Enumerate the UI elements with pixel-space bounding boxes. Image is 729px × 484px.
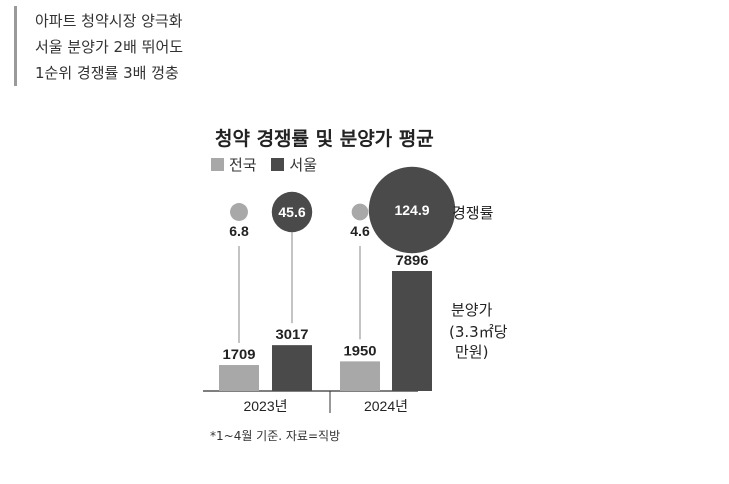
price-unit-label-1: (3.3㎡당 [449,323,508,341]
legend-swatch-national [211,158,224,171]
competition-label-1-0: 45.6 [278,204,305,220]
headline-line-2: 서울 분양가 2배 뛰어도 [35,38,184,56]
competition-label-0-0: 6.8 [229,223,249,239]
bar-1-1 [392,271,432,391]
price-label-1-0: 3017 [276,326,309,342]
competition-circle-1-0 [271,191,313,233]
price-label-0-0: 1709 [223,346,256,362]
competition-circle-0-0 [230,203,248,221]
legend-swatch-seoul [271,158,285,171]
chart-footnote: *1~4월 기준. 자료=직방 [210,429,341,443]
price-label-0-1: 1950 [344,342,377,358]
x-tick-label-1: 2024년 [364,398,408,414]
competition-circle-1-1 [368,166,456,254]
bar-0-0 [219,365,259,391]
competition-circle-0-1 [351,203,369,221]
bar-0-1 [340,361,380,391]
headline-line-1: 아파트 청약시장 양극화 [35,12,183,30]
competition-label-1-1: 124.9 [394,202,429,218]
chart-legend: 전국 서울 [211,154,317,175]
price-unit-label-2: 만원) [455,343,488,361]
chart-title: 청약 경쟁률 및 분양가 평균 [215,128,434,150]
x-tick-label-0: 2023년 [243,398,287,414]
headline-line-3: 1순위 경쟁률 3배 껑충 [35,64,179,82]
legend-label-national: 전국 [229,156,257,174]
bar-1-0 [272,345,312,391]
price-label-1-1: 7896 [396,252,429,268]
headline-quote: 아파트 청약시장 양극화 서울 분양가 2배 뛰어도 1순위 경쟁률 3배 껑충 [14,6,517,86]
competition-axis-label: 경쟁률 [452,204,494,222]
price-unit-label-0: 분양가 [451,301,493,319]
competition-label-0-1: 4.6 [350,223,370,239]
legend-label-seoul: 서울 [289,156,317,174]
